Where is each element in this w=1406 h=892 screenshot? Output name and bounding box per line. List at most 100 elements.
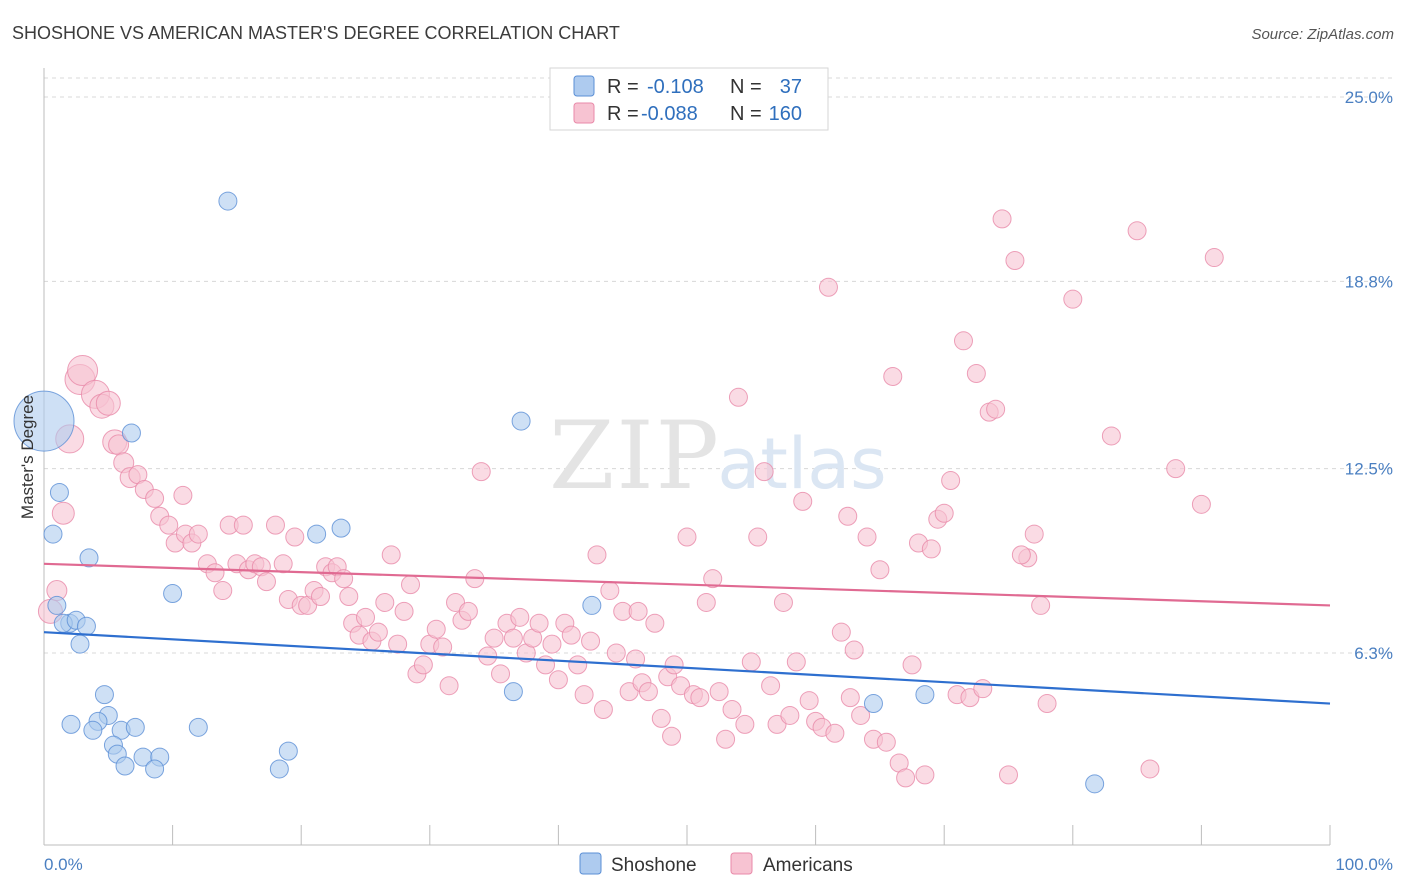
point-americans-120 [818, 277, 838, 297]
point-americans-90 [626, 649, 646, 669]
point-americans-32 [256, 572, 276, 592]
point-shoshone-16 [61, 714, 81, 734]
legend-n-value-americans: 160 [769, 103, 802, 125]
point-shoshone-19 [125, 717, 145, 737]
point-americans-61 [439, 676, 459, 696]
point-americans-77 [542, 634, 562, 654]
point-americans-163 [662, 726, 682, 746]
point-americans-126 [857, 527, 877, 547]
point-americans-69 [491, 664, 511, 684]
point-americans-84 [587, 545, 607, 565]
point-americans-98 [677, 527, 697, 547]
point-americans-110 [754, 462, 774, 482]
point-americans-92 [638, 682, 658, 702]
point-americans-103 [709, 682, 729, 702]
point-shoshone-34 [863, 694, 883, 714]
y-tick-label-2: 18.8% [1345, 272, 1393, 291]
point-americans-141 [953, 331, 973, 351]
point-americans-128 [870, 560, 890, 580]
point-americans-24 [205, 563, 225, 583]
point-shoshone-7 [47, 595, 67, 615]
point-americans-154 [1063, 289, 1083, 309]
legend-swatch-americans [573, 102, 595, 124]
point-americans-80 [561, 625, 581, 645]
point-americans-83 [581, 631, 601, 651]
point-americans-34 [273, 554, 293, 574]
point-shoshone-5 [79, 548, 99, 568]
point-americans-81 [568, 655, 588, 675]
point-americans-121 [825, 723, 845, 743]
trendline-americans [43, 562, 1331, 607]
point-americans-66 [471, 462, 491, 482]
point-americans-116 [793, 491, 813, 511]
point-americans-147 [992, 209, 1012, 229]
point-americans-96 [664, 655, 684, 675]
point-shoshone-17 [83, 720, 103, 740]
point-americans-25 [213, 581, 233, 601]
point-shoshone-33 [582, 595, 602, 615]
point-americans-146 [986, 399, 1006, 419]
point-shoshone-27 [278, 741, 298, 761]
legend-r-label-shoshone: R = [607, 76, 639, 98]
point-americans-72 [510, 607, 530, 627]
legend-r-label-americans: R = [607, 103, 639, 125]
point-americans-160 [1204, 248, 1224, 268]
point-americans-125 [851, 705, 871, 725]
point-americans-59 [426, 619, 446, 639]
point-americans-94 [651, 708, 671, 728]
point-americans-45 [339, 587, 359, 607]
point-americans-152 [1031, 595, 1051, 615]
point-americans-138 [934, 503, 954, 523]
point-americans-82 [574, 685, 594, 705]
point-americans-5 [67, 355, 99, 387]
point-americans-33 [265, 515, 285, 535]
point-shoshone-36 [1085, 774, 1105, 794]
point-americans-155 [1101, 426, 1121, 446]
x-tick-label-1: 100.0% [1335, 855, 1393, 874]
point-shoshone-3 [43, 524, 63, 544]
point-americans-102 [703, 569, 723, 589]
point-americans-105 [722, 699, 742, 719]
point-americans-52 [381, 545, 401, 565]
point-americans-162 [840, 688, 860, 708]
bottom-legend-label-shoshone: Shoshone [611, 855, 697, 876]
point-americans-132 [896, 768, 916, 788]
point-americans-50 [368, 622, 388, 642]
axes [43, 68, 1331, 846]
legend-swatch-shoshone [573, 75, 595, 97]
point-americans-109 [748, 527, 768, 547]
point-shoshone-13 [94, 685, 114, 705]
point-shoshone-11 [76, 616, 96, 636]
point-americans-48 [356, 607, 375, 627]
point-americans-75 [529, 613, 549, 633]
point-americans-136 [921, 539, 941, 559]
point-americans-40 [310, 587, 330, 607]
point-americans-85 [593, 699, 613, 719]
point-americans-101 [696, 592, 716, 612]
point-shoshone-2 [49, 482, 69, 502]
point-shoshone-26 [145, 759, 165, 779]
point-shoshone-25 [115, 756, 135, 776]
point-americans-54 [394, 601, 414, 621]
point-americans-100 [690, 688, 710, 708]
bottom-legend-label-americans: Americans [763, 855, 853, 876]
point-americans-157 [1140, 759, 1160, 779]
point-americans-51 [375, 592, 395, 612]
point-americans-148 [999, 765, 1018, 785]
point-americans-22 [173, 485, 193, 505]
point-americans-87 [606, 643, 626, 663]
point-shoshone-32 [511, 411, 531, 431]
point-americans-124 [844, 640, 864, 660]
point-americans-57 [413, 655, 433, 675]
point-shoshone-4 [121, 423, 141, 443]
legend-r-value-shoshone: -0.108 [647, 76, 704, 98]
point-americans-60 [433, 637, 453, 657]
series-shoshone [13, 191, 1105, 794]
point-americans-108 [741, 652, 761, 672]
legend-n-value-shoshone: 37 [780, 76, 802, 98]
watermark-zip: ZIP [549, 402, 721, 511]
point-shoshone-1 [218, 191, 238, 211]
point-americans-106 [728, 387, 748, 407]
y-tick-labels: 6.3% 12.5% 18.8% 25.0% [1345, 88, 1393, 663]
